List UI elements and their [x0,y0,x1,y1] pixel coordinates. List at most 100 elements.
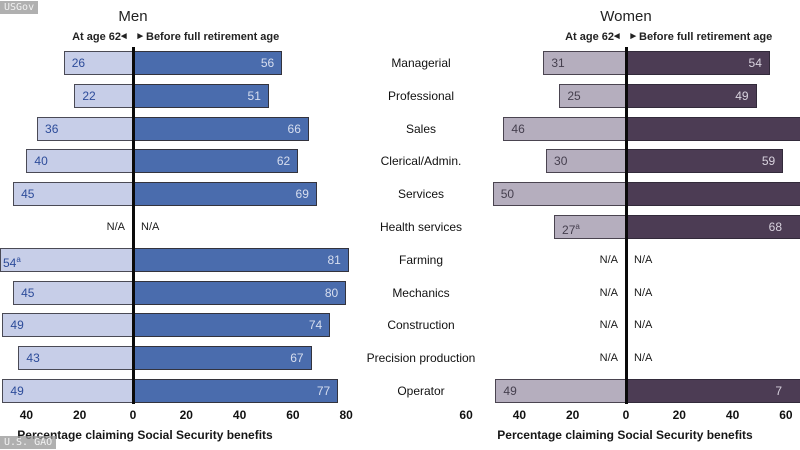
bar-value-label: 22 [82,88,96,103]
left-right-arrows-icon: ◄ ► [118,31,148,42]
bar-value-label: 7 [775,384,782,398]
na-label: N/A [599,253,618,266]
bar-value-label: 81 [327,252,341,267]
bar-value-label: 36 [45,121,59,136]
bar-women-before-fra-professional: 49 [626,83,757,108]
bar-value-label: 40 [34,154,48,169]
category-label-managerial: Managerial [391,56,451,70]
na-label: N/A [599,352,618,365]
bar-value-label: 54a [3,254,21,270]
bar-value-label: 77 [316,384,331,398]
bar-men-before-fra-operator: 77 [133,379,339,403]
bar-value-label: 27a [562,222,580,237]
bar-men-at62-managerial: 26 [63,51,133,75]
bar-men-before-fra-construction: 74 [133,313,331,338]
bar-men-before-fra-farming: 81 [133,247,349,272]
category-label-services: Services [397,187,444,202]
bar-men-at62-sales: 36 [37,116,133,141]
bar-value-label: 54 [748,56,762,70]
bar-men-at62-farming: 54a [0,247,133,272]
bar-value-label: 45 [21,285,35,300]
na-label: N/A [634,286,653,299]
category-label-construction: Construction [387,318,455,333]
category-label-health-services: Health services [379,220,463,234]
men-subtitle-before-fra: Before full retirement age [146,31,280,43]
men-axis-label: Percentage claiming Social Security bene… [17,428,273,442]
bar-value-label: 30 [554,154,568,169]
bar-women-before-fra-health-services: 68 [626,215,800,239]
men-axis-tick: 60 [286,408,300,422]
bar-value-label: 49 [10,318,24,333]
na-label: N/A [599,286,618,299]
bar-value-label: 67 [290,351,304,366]
bar-value-label: 49 [503,384,517,398]
men-axis-tick: 20 [179,408,193,422]
bar-men-at62-services: 45 [13,182,133,207]
bar-value-label: 62 [276,154,291,169]
bar-men-before-fra-services: 69 [133,182,317,207]
bar-value-label: 49 [10,384,24,398]
bar-women-before-fra-clerical-admin: 59 [626,149,784,174]
bar-men-before-fra-mechanics: 80 [133,280,347,305]
women-axis-label: Percentage claiming Social Security bene… [497,428,753,442]
bar-women-at62-professional: 25 [559,83,626,108]
bar-women-at62-clerical-admin: 30 [546,149,626,174]
bar-value-label: 45 [21,187,35,202]
bar-men-before-fra-managerial: 56 [133,51,283,75]
bar-value-label: 26 [71,56,86,70]
zero-axis-line [624,47,628,404]
category-label-sales: Sales [405,121,437,136]
women-axis-tick: 40 [725,408,740,422]
bar-women-before-fra-operator: 7 [626,379,800,403]
women-axis-tick: 40 [512,408,527,422]
na-label: N/A [599,319,618,332]
bar-value-label: 68 [768,220,782,234]
men-axis-tick: 20 [73,408,87,422]
bar-value-label: 31 [551,56,565,70]
bar-value-label: 43 [26,351,40,366]
men-axis-tick: 40 [19,408,34,422]
bar-women-before-fra-managerial: 54 [626,51,770,75]
na-label: N/A [141,221,160,233]
bar-men-before-fra-sales: 66 [133,116,309,141]
left-right-arrows-icon: ◄ ► [611,31,641,42]
men-axis-tick: 0 [129,408,137,422]
category-label-operator: Operator [397,384,445,398]
women-axis-tick: 60 [779,408,793,422]
men-axis-tick: 80 [339,408,353,422]
bar-value-label: 49 [735,88,749,103]
na-label: N/A [634,319,653,332]
bar-value-label: 69 [295,187,309,202]
women-subtitle-before-fra: Before full retirement age [639,31,773,43]
category-label-farming: Farming [398,252,443,267]
women-axis-tick: 20 [566,408,580,422]
na-label: N/A [106,221,125,233]
category-label-professional: Professional [387,88,455,103]
men-panel-title: Men [118,8,148,25]
bar-men-at62-mechanics: 45 [13,280,133,305]
women-axis-tick: 20 [672,408,686,422]
bar-men-at62-construction: 49 [2,313,133,338]
bar-women-at62-managerial: 31 [543,51,626,75]
bar-men-before-fra-clerical-admin: 62 [133,149,299,174]
bar-women-at62-sales: 46 [503,116,626,141]
bar-men-at62-professional: 22 [74,83,133,108]
bar-women-at62-services: 50 [492,182,626,207]
category-label-clerical-admin: Clerical/Admin. [380,154,462,169]
na-label: N/A [634,253,653,266]
women-axis-tick: 0 [622,408,630,422]
watermark-top: USGov [0,1,39,14]
bar-value-label: 56 [260,56,275,70]
bar-men-before-fra-professional: 51 [133,83,269,108]
bar-women-at62-operator: 49 [495,379,626,403]
bar-value-label: 59 [761,154,776,169]
bar-women-before-fra-services [626,182,800,207]
women-axis-tick: 60 [459,408,473,422]
bar-value-label: 51 [247,88,261,103]
na-label: N/A [634,352,653,365]
men-subtitle-at-62: At age 62 [72,31,121,43]
bar-value-label: 50 [500,187,515,202]
bar-value-label: 74 [308,318,323,333]
women-subtitle-at-62: At age 62 [565,31,614,43]
